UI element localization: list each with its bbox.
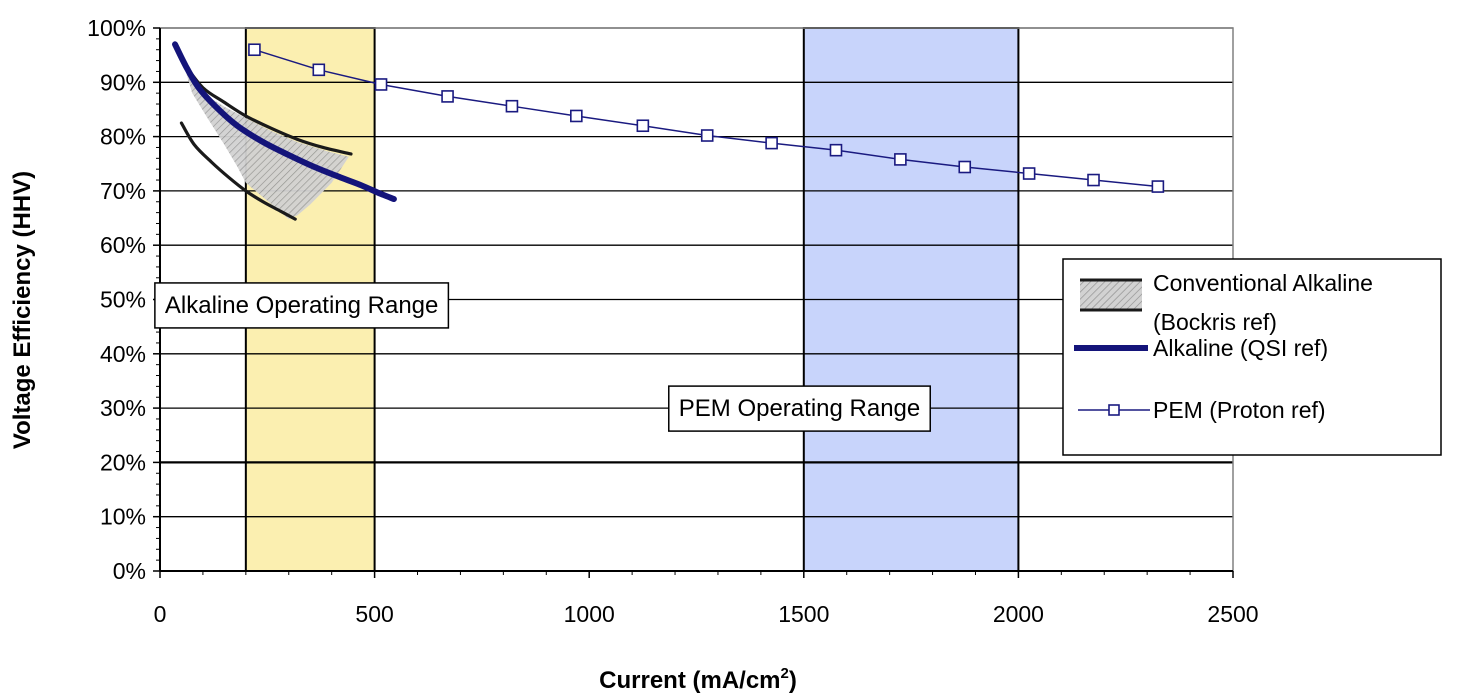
pem-point bbox=[829, 143, 843, 157]
y-tick-label: 0% bbox=[113, 558, 146, 584]
x-tick-label: 0 bbox=[154, 601, 167, 627]
pem-point bbox=[894, 153, 907, 166]
pem-point bbox=[636, 119, 650, 133]
legend-label-pem: PEM (Proton ref) bbox=[1153, 397, 1326, 423]
axes: 0% 10% 20% 30% 40% 50% 60% 70% 80% 90% 100% 0 500 100… bbox=[87, 15, 1258, 627]
legend-swatch-pem-marker bbox=[1108, 404, 1120, 416]
y-axis-title: Voltage Efficiency (HHV) bbox=[9, 171, 36, 449]
x-tick-label: 1500 bbox=[778, 601, 829, 627]
pem-point bbox=[1151, 180, 1165, 193]
x-axis-title-main: Current (mA/cm bbox=[599, 667, 780, 694]
pem-range-label-text: PEM Operating Range bbox=[679, 395, 920, 422]
pem-point bbox=[1087, 173, 1100, 187]
x-tick-label: 2000 bbox=[993, 601, 1044, 627]
alkaline-range-label: Alkaline Operating Range bbox=[154, 282, 450, 329]
pem-point bbox=[1022, 167, 1036, 180]
pem-point bbox=[374, 78, 388, 91]
y-tick-label: 20% bbox=[100, 449, 146, 475]
legend-label-bockris-ref: (Bockris ref) bbox=[1153, 309, 1277, 335]
pem-point bbox=[765, 136, 778, 150]
pem-point bbox=[312, 63, 326, 77]
pem-point bbox=[958, 160, 972, 174]
alkaline-range-label-box bbox=[154, 282, 450, 329]
data-series bbox=[172, 41, 1165, 221]
x-tick-label: 500 bbox=[355, 601, 393, 627]
legend-label-bockris: Conventional Alkaline bbox=[1153, 270, 1373, 296]
alkaline-range-label-text: Alkaline Operating Range bbox=[165, 292, 439, 319]
bockris-lower-curve bbox=[179, 121, 297, 221]
pem-point bbox=[700, 129, 714, 142]
y-tick-label: 60% bbox=[100, 232, 146, 258]
legend-label-qsi: Alkaline (QSI ref) bbox=[1153, 335, 1328, 361]
pem-range-label: PEM Operating Range bbox=[668, 385, 931, 432]
range-labels: Alkaline Operating Range PEM Operating Ra… bbox=[154, 282, 931, 432]
x-tick-label: 1000 bbox=[564, 601, 615, 627]
y-tick-label: 70% bbox=[100, 178, 146, 204]
pem-range-label-box bbox=[668, 385, 931, 432]
y-axis-title-text: Voltage Efficiency (HHV) bbox=[9, 171, 36, 449]
y-tick-label: 80% bbox=[100, 124, 146, 150]
x-axis-title: Current (mA/cm2) bbox=[599, 665, 797, 694]
legend: Conventional Alkaline (Bockris ref) Alka… bbox=[1062, 258, 1442, 456]
qsi-alkaline-line bbox=[172, 41, 397, 203]
y-tick-label: 100% bbox=[87, 15, 146, 41]
legend-swatch-bockris-fill bbox=[1080, 281, 1142, 309]
bockris-upper-curve bbox=[184, 64, 353, 156]
pem-point bbox=[441, 90, 454, 103]
y-tick-label: 50% bbox=[100, 287, 146, 313]
pem-point bbox=[505, 99, 519, 113]
x-tick-label: 2500 bbox=[1207, 601, 1258, 627]
y-tick-label: 10% bbox=[100, 504, 146, 530]
y-tick-label: 30% bbox=[100, 395, 146, 421]
x-axis-title-superscript: 2 bbox=[781, 665, 789, 682]
y-tick-label: 90% bbox=[100, 69, 146, 95]
x-axis-title-close: ) bbox=[789, 667, 797, 694]
pem-line bbox=[254, 49, 1158, 188]
pem-point bbox=[570, 109, 583, 123]
pem-point bbox=[248, 43, 261, 57]
y-tick-label: 40% bbox=[100, 341, 146, 367]
